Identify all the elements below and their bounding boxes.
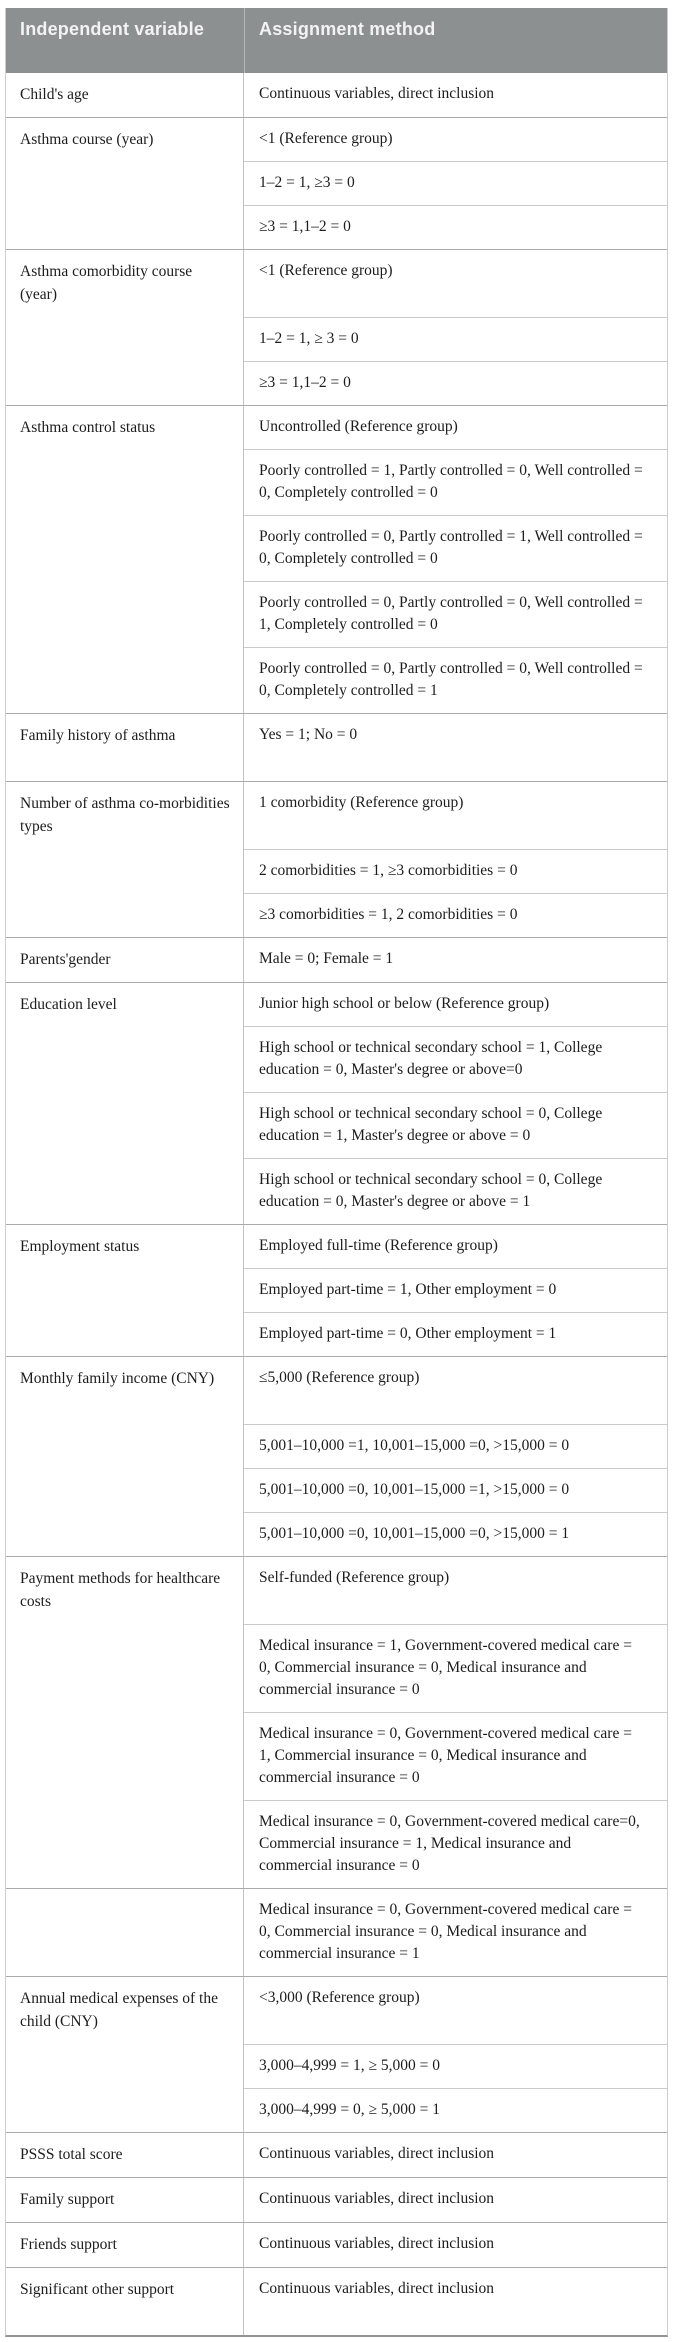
variable-cell [6, 1889, 244, 1976]
method-cell: Poorly controlled = 0, Partly controlled… [244, 581, 667, 647]
methods-column: Continuous variables, direct inclusion [244, 2268, 667, 2335]
variable-cell: Education level [6, 983, 244, 1224]
method-cell: <1 (Reference group) [259, 262, 393, 279]
method-cell: High school or technical secondary schoo… [244, 1158, 667, 1224]
variable-cell: Child's age [6, 73, 244, 117]
variable-cell: Number of asthma co-morbidities types [6, 782, 244, 937]
method-cell: Uncontrolled (Reference group) [259, 418, 458, 435]
variable-cell: Asthma control status [6, 406, 244, 713]
methods-column: Self-funded (Reference group) Medical ins… [244, 1557, 667, 1888]
method-cell: 2 comorbidities = 1, ≥3 comorbidities = … [244, 849, 667, 893]
method-cell: Junior high school or below (Reference g… [259, 995, 550, 1012]
method-cell: Poorly controlled = 1, Partly controlled… [244, 449, 667, 515]
variable-cell: Annual medical expenses of the child (CN… [6, 1977, 244, 2132]
methods-column: Uncontrolled (Reference group) Poorly con… [244, 406, 667, 713]
method-cell: 3,000–4,999 = 1, ≥ 5,000 = 0 [244, 2044, 667, 2088]
method-cell: ≥3 = 1,1–2 = 0 [244, 361, 667, 405]
method-cell: Poorly controlled = 0, Partly controlled… [244, 515, 667, 581]
method-cell: 5,001–10,000 =0, 10,001–15,000 =0, >15,0… [244, 1512, 667, 1556]
variable-group: Asthma control status Uncontrolled (Refer… [6, 406, 667, 714]
method-cell: Employed part-time = 0, Other employment… [244, 1312, 667, 1356]
methods-column: <1 (Reference group) 1–2 = 1, ≥ 3 = 0 ≥3 =… [244, 250, 667, 405]
method-cell: Continuous variables, direct inclusion [259, 2235, 495, 2252]
variable-cell: Family history of asthma [6, 714, 244, 781]
method-cell: 5,001–10,000 =0, 10,001–15,000 =1, >15,0… [244, 1468, 667, 1512]
variable-cell: Significant other support [6, 2268, 244, 2335]
method-cell: Male = 0; Female = 1 [259, 950, 394, 967]
method-cell: Yes = 1; No = 0 [259, 726, 358, 743]
variable-group: PSSS total score Continuous variables, di… [6, 2133, 667, 2178]
variable-group: Parents'gender Male = 0; Female = 1 [6, 938, 667, 983]
methods-column: Male = 0; Female = 1 [244, 938, 667, 982]
method-cell: <3,000 (Reference group) [259, 1989, 420, 2006]
methods-column: Junior high school or below (Reference g… [244, 983, 667, 1224]
methods-column: Continuous variables, direct inclusion [244, 2223, 667, 2267]
methods-column: <1 (Reference group) 1–2 = 1, ≥3 = 0 ≥3 = … [244, 118, 667, 249]
variable-group: Asthma comorbidity course (year) <1 (Refe… [6, 250, 667, 406]
variable-cell: Asthma course (year) [6, 118, 244, 249]
method-cell: 3,000–4,999 = 0, ≥ 5,000 = 1 [244, 2088, 667, 2132]
methods-column: <3,000 (Reference group) 3,000–4,999 = 1,… [244, 1977, 667, 2132]
method-cell: High school or technical secondary schoo… [244, 1092, 667, 1158]
variable-group: Monthly family income (CNY) ≤5,000 (Refer… [6, 1357, 667, 1557]
variable-cell: Parents'gender [6, 938, 244, 982]
header-independent-variable: Independent variable [20, 19, 205, 39]
method-cell: ≤5,000 (Reference group) [259, 1369, 420, 1386]
variable-group: Family history of asthma Yes = 1; No = 0 [6, 714, 667, 782]
variable-cell: Payment methods for healthcare costs [6, 1557, 244, 1888]
method-cell: Medical insurance = 0, Government-covere… [244, 1712, 667, 1800]
variable-cell: PSSS total score [6, 2133, 244, 2177]
variable-group: Medical insurance = 0, Government-covere… [6, 1889, 667, 1977]
header-assignment-method: Assignment method [244, 8, 667, 73]
variable-cell: Family support [6, 2178, 244, 2222]
table-header: Independent variable Assignment method [6, 8, 667, 73]
assignment-table: Independent variable Assignment method C… [5, 8, 668, 2337]
table-body: Child's age Continuous variables, direct … [6, 73, 667, 2335]
method-cell: Continuous variables, direct inclusion [259, 2145, 495, 2162]
variable-group: Employment status Employed full-time (Ref… [6, 1225, 667, 1357]
variable-cell: Monthly family income (CNY) [6, 1357, 244, 1556]
methods-column: Employed full-time (Reference group) Empl… [244, 1225, 667, 1356]
methods-column: Medical insurance = 0, Government-covere… [244, 1889, 667, 1976]
variable-group: Asthma course (year) <1 (Reference group)… [6, 118, 667, 250]
variable-group: Education level Junior high school or bel… [6, 983, 667, 1225]
variable-group: Payment methods for healthcare costs Self… [6, 1557, 667, 1889]
variable-group: Friends support Continuous variables, dir… [6, 2223, 667, 2268]
method-cell: Continuous variables, direct inclusion [259, 2280, 495, 2297]
method-cell: Employed full-time (Reference group) [259, 1237, 498, 1254]
method-cell: Medical insurance = 0, Government-covere… [259, 1901, 632, 1962]
method-cell: Medical insurance = 1, Government-covere… [244, 1624, 667, 1712]
method-cell: 5,001–10,000 =1, 10,001–15,000 =0, >15,0… [244, 1424, 667, 1468]
variable-cell: Asthma comorbidity course (year) [6, 250, 244, 405]
variable-group: Family support Continuous variables, dire… [6, 2178, 667, 2223]
methods-column: Continuous variables, direct inclusion [244, 73, 667, 117]
method-cell: Continuous variables, direct inclusion [259, 85, 495, 102]
method-cell: ≥3 = 1,1–2 = 0 [244, 205, 667, 249]
method-cell: 1–2 = 1, ≥3 = 0 [244, 161, 667, 205]
method-cell: High school or technical secondary schoo… [244, 1026, 667, 1092]
method-cell: Medical insurance = 0, Government-covere… [244, 1800, 667, 1888]
method-cell: <1 (Reference group) [259, 130, 393, 147]
variable-cell: Employment status [6, 1225, 244, 1356]
methods-column: Continuous variables, direct inclusion [244, 2133, 667, 2177]
method-cell: Poorly controlled = 0, Partly controlled… [244, 647, 667, 713]
variable-group: Number of asthma co-morbidities types 1 c… [6, 782, 667, 938]
method-cell: Continuous variables, direct inclusion [259, 2190, 495, 2207]
method-cell: 1 comorbidity (Reference group) [259, 794, 464, 811]
method-cell: Self-funded (Reference group) [259, 1569, 450, 1586]
variable-cell: Friends support [6, 2223, 244, 2267]
method-cell: ≥3 comorbidities = 1, 2 comorbidities = … [244, 893, 667, 937]
methods-column: Continuous variables, direct inclusion [244, 2178, 667, 2222]
methods-column: ≤5,000 (Reference group) 5,001–10,000 =1,… [244, 1357, 667, 1556]
methods-column: 1 comorbidity (Reference group) 2 comorbi… [244, 782, 667, 937]
variable-group: Significant other support Continuous vari… [6, 2268, 667, 2335]
method-cell: 1–2 = 1, ≥ 3 = 0 [244, 317, 667, 361]
methods-column: Yes = 1; No = 0 [244, 714, 667, 781]
variable-group: Child's age Continuous variables, direct … [6, 73, 667, 118]
method-cell: Employed part-time = 1, Other employment… [244, 1268, 667, 1312]
variable-group: Annual medical expenses of the child (CN… [6, 1977, 667, 2133]
